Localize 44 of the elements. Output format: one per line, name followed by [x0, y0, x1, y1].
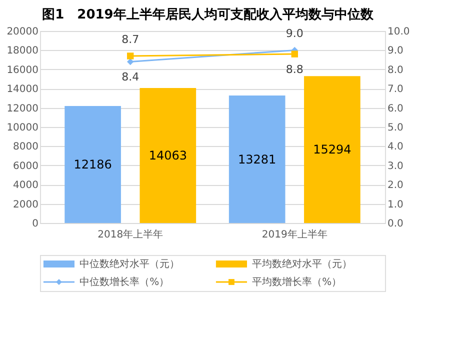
legend-label: 平均数增长率（%） [252, 276, 342, 288]
data-label: 15294 [313, 142, 352, 157]
y-tick-label: 2000 [13, 199, 38, 210]
y-tick-label: 16000 [6, 64, 38, 76]
y2-tick-label: 7.0 [388, 84, 404, 96]
y-tick-label: 12000 [6, 103, 38, 114]
point [127, 52, 134, 60]
data-label: 9.0 [286, 27, 304, 40]
y2-tick-label: 4.0 [388, 142, 404, 153]
y2-tick-label: 9.0 [388, 46, 404, 57]
y-tick-label: 14000 [6, 84, 38, 96]
legend-label: 中位数增长率（%） [80, 276, 170, 288]
bar [304, 76, 360, 223]
y2-tick-label: 10.0 [388, 26, 410, 38]
y2-tick-label: 5.0 [388, 122, 404, 134]
y2-tick-label: 3.0 [388, 160, 404, 172]
y2-tick-label: 2.0 [388, 180, 404, 192]
legend-label: 平均数绝对水平（元） [252, 258, 352, 270]
legend-label: 中位数绝对水平（元） [80, 258, 180, 270]
y2-tick-label: 0.0 [388, 218, 404, 230]
data-label: 8.4 [122, 70, 140, 84]
y2-tick-label: 6.0 [388, 103, 404, 114]
data-label: 14063 [148, 148, 187, 162]
y-tick-label: 18000 [6, 46, 38, 57]
y-tick-label: 8000 [13, 142, 38, 153]
y-tick-label: 20000 [6, 26, 38, 38]
point [291, 50, 298, 58]
y-tick-label: 0 [32, 218, 38, 230]
bar [228, 96, 286, 223]
bar [140, 88, 196, 223]
y2-tick-label: 8.0 [388, 64, 404, 76]
y-tick-label: 6000 [13, 160, 38, 172]
bar [64, 106, 121, 223]
data-label: 8.8 [286, 63, 304, 76]
data-label: 8.7 [122, 32, 140, 46]
y-tick-label: 4000 [13, 180, 38, 192]
point [127, 58, 134, 66]
chart-title: 图1 2019年上半年居民人均可支配收入平均数与中位数 [42, 6, 374, 22]
y-tick-label: 10000 [6, 122, 38, 134]
data-label: 13281 [238, 152, 276, 166]
x-tick-label: 2019年上半年 [262, 228, 328, 240]
data-label: 12186 [74, 158, 112, 172]
x-tick-label: 2018年上半年 [98, 228, 164, 240]
y2-tick-label: 1.0 [388, 199, 404, 210]
